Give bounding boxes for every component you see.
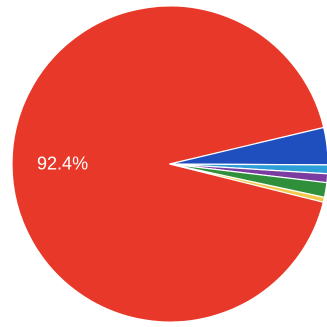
pie-slice-5	[169, 163, 326, 203]
pie-slice-label-0: 92.4%	[37, 153, 88, 173]
pie-slice-2	[169, 163, 327, 175]
pie-slice-0	[11, 5, 325, 323]
pie-slices	[11, 5, 327, 323]
pie-labels: 92.4%	[37, 153, 88, 173]
